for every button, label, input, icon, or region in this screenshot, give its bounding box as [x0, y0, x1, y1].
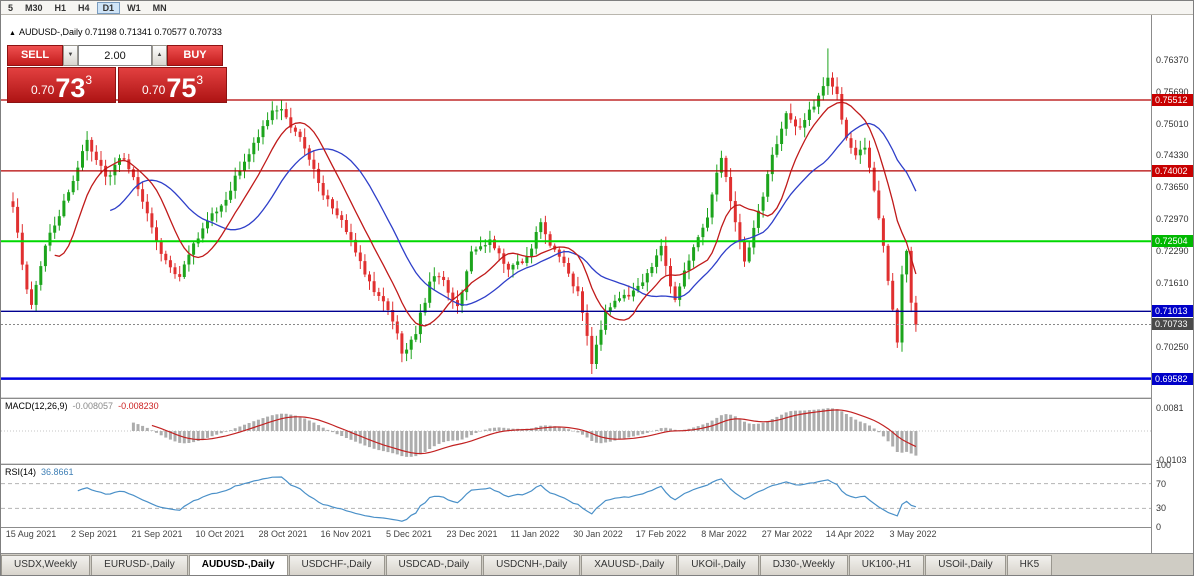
panel-divider[interactable]: [1, 463, 1193, 465]
symbol-tabbar: USDX,Weekly EURUSD-,Daily AUDUSD-,Daily USD…: [1, 553, 1193, 575]
price-badge: 0.69582: [1152, 373, 1193, 385]
time-axis-line: [1, 527, 1193, 528]
macd-scale-label: -0.0103: [1156, 455, 1187, 465]
panel-divider[interactable]: [1, 397, 1193, 399]
xaxis-label: 11 Jan 2022: [510, 529, 560, 539]
price-badge: 0.70733: [1152, 318, 1193, 330]
symbol-tab-hk5[interactable]: HK5: [1006, 555, 1053, 575]
buy-price-prefix: 0.70: [141, 83, 166, 97]
symbol-tab-usdcad-daily[interactable]: USDCAD-,Daily: [385, 555, 483, 575]
rsi-label: RSI(14) 36.8661: [5, 467, 74, 477]
price-chart-panel[interactable]: ▲ AUDUSD-,Daily 0.71198 0.71341 0.70577 0…: [1, 15, 1151, 397]
price-tick: 0.72290: [1156, 246, 1189, 256]
macd-name: MACD(12,26,9): [5, 401, 68, 411]
symbol-tab-audusd-daily[interactable]: AUDUSD-,Daily: [188, 555, 288, 575]
arrow-up-icon: ▲: [156, 52, 163, 58]
volume-decrease-button[interactable]: ▼: [63, 45, 78, 66]
xaxis-label: 15 Aug 2021: [5, 529, 57, 539]
xaxis-label: 17 Feb 2022: [635, 529, 687, 539]
sell-price-display[interactable]: 0.70 73 3: [7, 67, 116, 103]
macd-value-main: -0.008057: [72, 401, 114, 411]
macd-svg[interactable]: [1, 399, 1151, 463]
price-badge: 0.71013: [1152, 305, 1193, 317]
timeframe-button-d1[interactable]: D1: [96, 1, 121, 14]
chart-title-text: AUDUSD-,Daily 0.71198 0.71341 0.70577 0.…: [18, 27, 222, 37]
xaxis-label: 3 May 2022: [889, 529, 937, 539]
price-scale[interactable]: 0.76370 0.75690 0.75010 0.74330 0.73650 0.729…: [1151, 15, 1193, 553]
arrow-down-icon: ▼: [67, 52, 74, 58]
sell-button[interactable]: SELL: [7, 45, 63, 66]
rsi-scale-label: 70: [1156, 479, 1167, 489]
price-tick: 0.75010: [1156, 119, 1189, 129]
volume-input[interactable]: [78, 45, 152, 66]
xaxis-label: 2 Sep 2021: [70, 529, 118, 539]
sell-price-big: 73: [55, 73, 86, 104]
price-tick: 0.75690: [1156, 87, 1189, 97]
xaxis-label: 23 Dec 2021: [446, 529, 498, 539]
rsi-scale-label: 30: [1156, 503, 1167, 513]
xaxis-label: 21 Sep 2021: [131, 529, 183, 539]
rsi-scale-label: 0: [1156, 522, 1162, 532]
price-chart-svg[interactable]: [1, 15, 1151, 397]
symbol-tab-usdx-weekly[interactable]: USDX,Weekly: [1, 555, 91, 575]
symbol-tab-usdcnh-daily[interactable]: USDCNH-,Daily: [483, 555, 581, 575]
xaxis-label: 16 Nov 2021: [320, 529, 372, 539]
rsi-value: 36.8661: [41, 467, 74, 477]
symbol-tab-xauusd-daily[interactable]: XAUUSD-,Daily: [581, 555, 678, 575]
quote-row: 0.70 73 3 0.70 75 3: [7, 67, 229, 103]
rsi-panel[interactable]: RSI(14) 36.8661: [1, 465, 1151, 527]
price-tick: 0.74330: [1156, 150, 1189, 160]
timeframe-button-h1[interactable]: H1: [54, 2, 67, 13]
timeframe-button-h4[interactable]: H4: [78, 2, 90, 13]
symbol-tab-usdchf-daily[interactable]: USDCHF-,Daily: [288, 555, 385, 575]
xaxis-label: 14 Apr 2022: [825, 529, 875, 539]
xaxis-label: 10 Oct 2021: [195, 529, 245, 539]
macd-scale-label: 0.0081: [1156, 403, 1184, 413]
chart-window: ▲ AUDUSD-,Daily 0.71198 0.71341 0.70577 0…: [1, 15, 1193, 553]
price-tick: 0.76370: [1156, 55, 1189, 65]
xaxis-label: 5 Dec 2021: [385, 529, 433, 539]
xaxis-label: 27 Mar 2022: [761, 529, 813, 539]
rsi-name: RSI(14): [5, 467, 37, 477]
xaxis-label: 30 Jan 2022: [573, 529, 623, 539]
price-badge: 0.74002: [1152, 165, 1193, 177]
timeframe-toolbar: 5 M30 H1 H4 D1 W1 MN: [1, 1, 1193, 15]
price-tick: 0.71610: [1156, 278, 1189, 288]
timeframe-button-mn[interactable]: MN: [152, 2, 167, 13]
buy-price-display[interactable]: 0.70 75 3: [118, 67, 227, 103]
buy-price-big: 75: [166, 73, 197, 104]
buy-price-sup: 3: [196, 73, 204, 87]
symbol-tab-eurusd-daily[interactable]: EURUSD-,Daily: [91, 555, 188, 575]
symbol-tab-dj30-weekly[interactable]: DJ30-,Weekly: [759, 555, 848, 575]
sell-price-sup: 3: [85, 73, 93, 87]
price-tick: 0.73650: [1156, 182, 1189, 192]
price-tick: 0.70250: [1156, 342, 1189, 352]
chart-ohlc-readout: ▲ AUDUSD-,Daily 0.71198 0.71341 0.70577 0…: [9, 27, 222, 37]
price-tick: 0.72970: [1156, 214, 1189, 224]
price-badge: 0.72504: [1152, 235, 1193, 247]
macd-value-signal: -0.008230: [118, 401, 159, 411]
macd-panel[interactable]: MACD(12,26,9) -0.008057 -0.008230: [1, 399, 1151, 463]
symbol-tab-uk100-h1[interactable]: UK100-,H1: [848, 555, 925, 575]
trade-controls-row: SELL ▼ ▲ BUY: [7, 45, 229, 66]
xaxis-label: 28 Oct 2021: [258, 529, 308, 539]
sell-price-prefix: 0.70: [30, 83, 55, 97]
rsi-svg[interactable]: [1, 465, 1151, 527]
symbol-tab-usoil-daily[interactable]: USOil-,Daily: [925, 555, 1006, 575]
timeframe-button-5[interactable]: 5: [8, 2, 14, 13]
xaxis-labels: 15 Aug 2021 2 Sep 2021 21 Sep 2021 10 Oct 2…: [1, 529, 1151, 543]
price-badge: 0.75512: [1152, 94, 1193, 106]
volume-increase-button[interactable]: ▲: [152, 45, 167, 66]
xaxis-label: 8 Mar 2022: [701, 529, 747, 539]
chart-marker-icon: ▲: [9, 30, 16, 37]
timeframe-button-w1[interactable]: W1: [127, 2, 141, 13]
symbol-tab-ukoil-daily[interactable]: UKOil-,Daily: [678, 555, 759, 575]
timeframe-button-m30[interactable]: M30: [25, 2, 43, 13]
buy-button[interactable]: BUY: [167, 45, 223, 66]
macd-label: MACD(12,26,9) -0.008057 -0.008230: [5, 401, 159, 411]
rsi-scale-label: 100: [1156, 460, 1172, 470]
